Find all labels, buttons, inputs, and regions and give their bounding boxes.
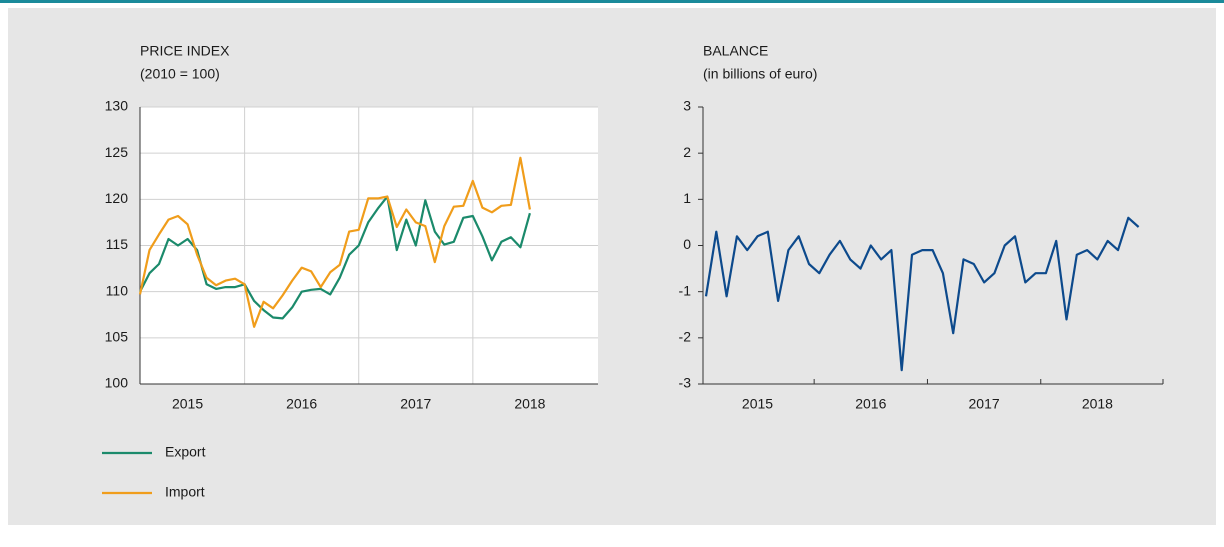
data-line: [138, 156, 531, 328]
y-tick-label: -2: [679, 329, 692, 345]
x-tick-label: 2017: [400, 396, 431, 412]
x-tick-label: 2015: [742, 396, 773, 412]
chart-title: PRICE INDEX: [140, 43, 230, 59]
y-tick-label: 115: [106, 236, 129, 252]
legend-label: Export: [165, 444, 206, 460]
y-tick-label: -3: [679, 375, 692, 391]
x-tick-label: 2016: [286, 396, 317, 412]
chart-subtitle: (2010 = 100): [140, 66, 220, 82]
chart-subtitle: (in billions of euro): [703, 66, 817, 82]
data-line: [139, 195, 531, 320]
y-tick-label: 100: [105, 375, 129, 391]
legend-label: Import: [165, 484, 205, 500]
y-tick-label: 0: [683, 236, 691, 252]
x-tick-label: 2015: [172, 396, 203, 412]
y-tick-label: 120: [105, 190, 129, 206]
data-line: [704, 216, 1140, 372]
x-tick-label: 2018: [1082, 396, 1113, 412]
y-tick-label: 105: [105, 329, 129, 345]
y-tick-label: 125: [105, 144, 129, 160]
y-tick-label: 130: [105, 98, 129, 114]
y-tick-label: -1: [679, 282, 692, 298]
x-tick-label: 2016: [855, 396, 886, 412]
y-tick-label: 1: [683, 190, 691, 206]
y-tick-label: 2: [683, 144, 691, 160]
top-rule: [0, 0, 1224, 3]
chart-title: BALANCE: [703, 43, 768, 59]
x-tick-label: 2017: [969, 396, 1000, 412]
y-tick-label: 3: [683, 98, 691, 114]
x-tick-label: 2018: [514, 396, 545, 412]
y-tick-label: 110: [106, 282, 129, 298]
